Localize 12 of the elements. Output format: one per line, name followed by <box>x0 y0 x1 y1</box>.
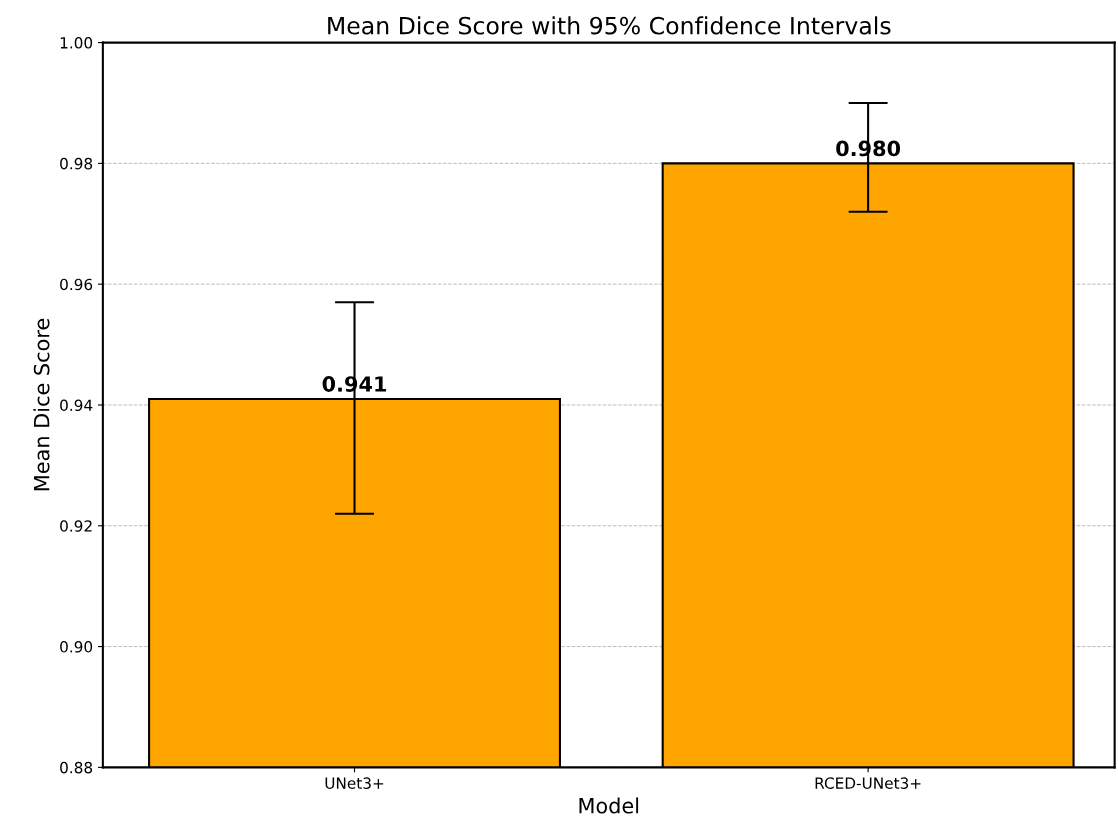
x-axis-title: Model <box>579 797 639 814</box>
y-tick-label: 0.94 <box>60 399 93 411</box>
y-tick-label: 0.96 <box>60 278 93 291</box>
y-axis-title: Mean Dice Score <box>33 318 50 491</box>
y-tick-label: 0.98 <box>60 157 93 170</box>
chart-title: Mean Dice Score with 95% Confidence Intervals <box>328 16 891 35</box>
y-tick-label: 1.00 <box>60 37 93 49</box>
y-tick-label: 0.90 <box>60 641 93 653</box>
x-tick-label: UNet3+ <box>325 777 384 789</box>
y-tick-label: 0.88 <box>60 761 93 774</box>
x-tick-label: RCED-UNet3+ <box>815 777 921 789</box>
y-tick-label: 0.92 <box>60 520 92 532</box>
